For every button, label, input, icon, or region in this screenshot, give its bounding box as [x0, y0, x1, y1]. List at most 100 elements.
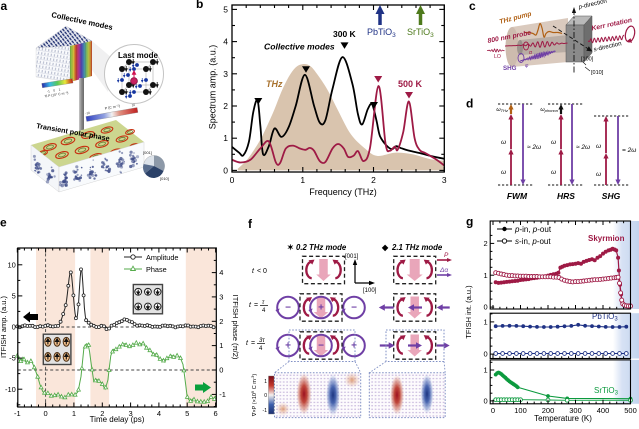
svg-text:−: − — [285, 303, 291, 314]
svg-text:p-in, p-out: p-in, p-out — [514, 225, 552, 234]
svg-text:-5: -5 — [9, 354, 16, 363]
svg-text:0: 0 — [219, 366, 223, 375]
svg-text:Temperature (K): Temperature (K) — [534, 414, 592, 423]
svg-text:a: a — [1, 0, 8, 13]
svg-text:g: g — [466, 215, 473, 229]
svg-text:2: 2 — [219, 317, 223, 326]
svg-text:[010]: [010] — [160, 176, 169, 181]
svg-text:ITFISH phase (π/2): ITFISH phase (π/2) — [231, 295, 240, 360]
svg-text:0: 0 — [264, 393, 267, 399]
svg-text:100: 100 — [514, 406, 527, 415]
svg-text:5: 5 — [185, 409, 189, 418]
svg-text:P (C m⁻²): P (C m⁻²) — [104, 104, 120, 111]
svg-text:Amplitude: Amplitude — [146, 253, 178, 262]
svg-text:e: e — [0, 216, 7, 230]
svg-text:ω: ω — [551, 139, 556, 146]
svg-text:PbTiO3: PbTiO3 — [592, 312, 618, 323]
svg-text:300 K: 300 K — [333, 29, 357, 39]
svg-text:1: 1 — [484, 366, 488, 375]
svg-text:6: 6 — [214, 409, 218, 418]
svg-text:−: − — [318, 341, 324, 352]
svg-text:3: 3 — [442, 175, 447, 185]
svg-text:∇×P (×109 C m-3): ∇×P (×109 C m-3) — [250, 374, 258, 418]
svg-text:4: 4 — [262, 308, 266, 314]
svg-text:500 K: 500 K — [398, 79, 423, 89]
svg-text:1: 1 — [72, 409, 76, 418]
svg-text:f: f — [248, 217, 253, 231]
svg-text:200: 200 — [542, 406, 555, 415]
svg-text:Skyrmion: Skyrmion — [588, 234, 625, 243]
svg-text:FWM: FWM — [507, 191, 528, 201]
svg-text:2.1 THz mode: 2.1 THz mode — [391, 243, 443, 252]
svg-text:2: 2 — [100, 409, 104, 418]
svg-text:φ: φ — [525, 63, 529, 69]
svg-text:Time delay (ps): Time delay (ps) — [90, 415, 145, 424]
svg-text:t: t — [246, 340, 249, 347]
svg-text:TFISH int. (a.u.): TFISH int. (a.u.) — [464, 285, 473, 339]
svg-text:≈ 2ω: ≈ 2ω — [527, 144, 541, 151]
svg-text:SrTiO3: SrTiO3 — [407, 27, 434, 39]
svg-text:α: α — [529, 50, 533, 56]
svg-text:-1: -1 — [263, 408, 268, 414]
svg-text:-1: -1 — [14, 409, 21, 418]
svg-text:Collective modes: Collective modes — [264, 42, 335, 52]
svg-text:5: 5 — [223, 4, 228, 14]
svg-text:c: c — [469, 0, 476, 13]
svg-text:ω: ω — [596, 143, 601, 150]
svg-text:0.2 THz mode: 0.2 THz mode — [296, 243, 347, 252]
svg-text:1: 1 — [300, 175, 305, 185]
svg-text:∇·P (10⁷ C m⁻³): ∇·P (10⁷ C m⁻³) — [44, 91, 69, 99]
svg-text:1: 1 — [484, 271, 488, 280]
svg-text:-1: -1 — [219, 390, 226, 399]
svg-text:ω: ω — [551, 169, 556, 176]
svg-text:SHG: SHG — [503, 65, 517, 72]
svg-text:10: 10 — [131, 103, 135, 108]
svg-text:400: 400 — [597, 406, 610, 415]
svg-text:4: 4 — [157, 409, 161, 418]
svg-text:1: 1 — [223, 133, 228, 143]
svg-text:+: + — [351, 341, 357, 352]
svg-text:-1 0 1: -1 0 1 — [47, 88, 61, 94]
svg-text:τ: τ — [262, 300, 265, 306]
svg-text:2: 2 — [371, 175, 376, 185]
svg-text:3: 3 — [223, 69, 228, 79]
svg-text:d: d — [466, 97, 473, 111]
svg-text:Phase: Phase — [146, 265, 167, 274]
svg-text:P: P — [444, 252, 449, 259]
svg-text:Last mode: Last mode — [118, 51, 159, 60]
svg-text:0: 0 — [484, 397, 488, 406]
svg-text:[010]: [010] — [591, 70, 604, 76]
svg-text:−: − — [351, 303, 357, 314]
svg-text:0: 0 — [484, 350, 488, 359]
svg-text:LO: LO — [494, 54, 501, 60]
svg-text:-10: -10 — [5, 385, 16, 394]
svg-text:THz: THz — [266, 79, 283, 89]
svg-text:0: 0 — [491, 406, 495, 415]
svg-text:ITFISH amp. (a.u.): ITFISH amp. (a.u.) — [0, 295, 8, 358]
svg-text:[001]: [001] — [345, 254, 359, 260]
svg-text:0: 0 — [12, 323, 16, 332]
svg-text:0: 0 — [230, 175, 235, 185]
svg-text:300: 300 — [569, 406, 582, 415]
svg-text:b: b — [196, 0, 203, 11]
svg-text:2: 2 — [484, 239, 488, 248]
svg-text:ω: ω — [596, 171, 601, 178]
svg-text:4: 4 — [223, 37, 228, 47]
svg-text:5: 5 — [12, 292, 16, 301]
svg-text:+: + — [318, 303, 324, 314]
svg-text:500: 500 — [624, 406, 637, 415]
svg-text:4: 4 — [259, 346, 263, 352]
svg-text:= 2ω: = 2ω — [622, 147, 636, 154]
svg-text:=: = — [251, 340, 255, 347]
svg-text:1: 1 — [484, 318, 488, 327]
svg-text:3: 3 — [219, 293, 223, 302]
svg-text:PbTiO3: PbTiO3 — [367, 27, 396, 39]
svg-text:-10: -10 — [85, 111, 90, 116]
svg-text:0: 0 — [223, 165, 228, 175]
svg-text:ωTHz: ωTHz — [496, 107, 508, 113]
svg-text:[001]: [001] — [143, 150, 152, 155]
svg-text:ω: ω — [501, 139, 506, 146]
svg-text:+: + — [285, 341, 291, 352]
svg-text:SrTiO3: SrTiO3 — [594, 386, 619, 397]
svg-text:3: 3 — [129, 409, 133, 418]
